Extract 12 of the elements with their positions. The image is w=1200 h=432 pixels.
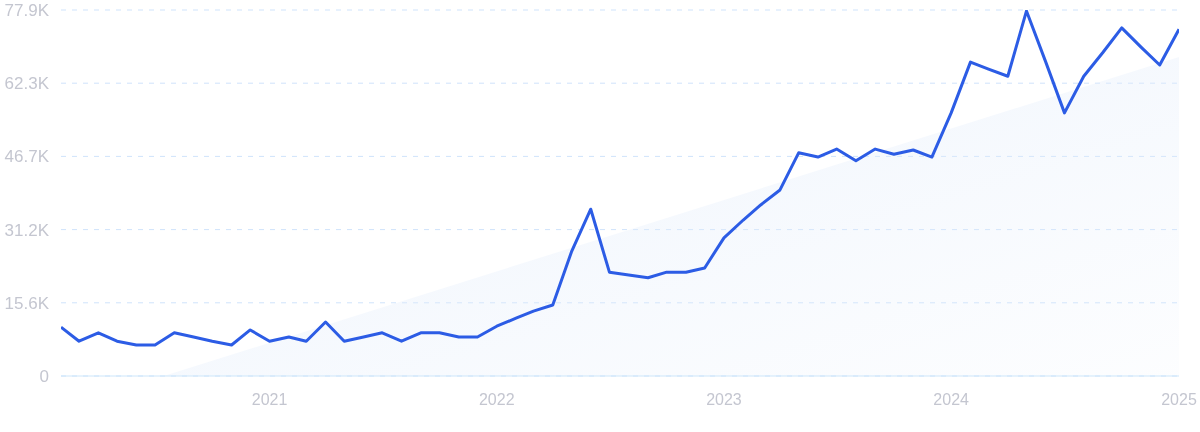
y-tick-label: 0 xyxy=(39,367,49,387)
x-tick-label: 2021 xyxy=(251,391,288,409)
y-tick-label: 15.6K xyxy=(4,293,50,313)
x-tick-label: 2023 xyxy=(706,391,742,409)
x-tick-label: 2022 xyxy=(478,391,515,409)
y-tick-label: 62.3K xyxy=(4,74,50,94)
x-tick-label: 2025 xyxy=(1161,391,1197,409)
line-series xyxy=(61,10,1179,347)
x-tick-label: 2024 xyxy=(933,391,970,409)
y-tick-label: 77.9K xyxy=(4,1,50,21)
y-tick-label: 31.2K xyxy=(4,220,50,240)
y-tick-label: 46.7K xyxy=(4,147,50,167)
